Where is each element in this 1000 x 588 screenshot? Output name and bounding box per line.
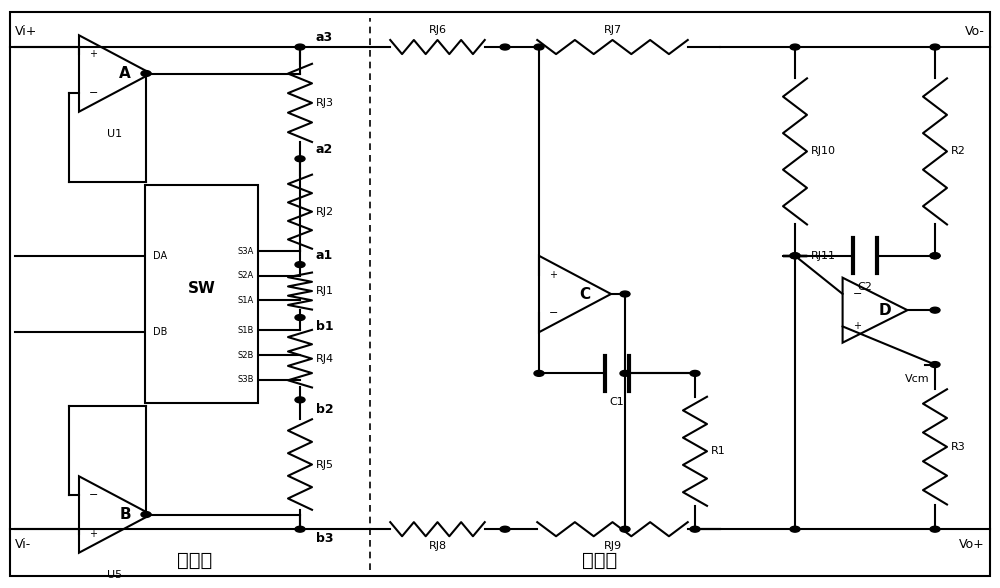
Text: +: +	[853, 322, 861, 332]
Circle shape	[295, 262, 305, 268]
Text: RJ10: RJ10	[811, 146, 836, 156]
Bar	[145, 185, 258, 403]
Circle shape	[295, 397, 305, 403]
Text: RJ8: RJ8	[428, 541, 447, 551]
Circle shape	[790, 526, 800, 532]
Text: C1: C1	[610, 397, 624, 407]
Text: b1: b1	[316, 320, 334, 333]
Text: −: −	[89, 88, 98, 98]
Text: −: −	[853, 289, 862, 299]
Text: RJ6: RJ6	[428, 25, 446, 35]
Text: S3A: S3A	[238, 246, 254, 256]
Text: SW: SW	[188, 280, 215, 296]
Text: +: +	[89, 529, 97, 539]
Text: R2: R2	[951, 146, 966, 156]
Text: S1A: S1A	[238, 296, 254, 305]
Text: RJ11: RJ11	[811, 250, 836, 261]
Text: 第一级: 第一级	[177, 552, 213, 570]
Text: 第二级: 第二级	[582, 552, 618, 570]
Text: R3: R3	[951, 442, 966, 452]
Circle shape	[620, 370, 630, 376]
Text: RJ2: RJ2	[316, 206, 334, 217]
Circle shape	[620, 291, 630, 297]
Text: S2A: S2A	[238, 271, 254, 280]
Text: b2: b2	[316, 403, 334, 416]
Text: a1: a1	[316, 249, 333, 262]
Text: B: B	[119, 507, 131, 522]
Circle shape	[690, 526, 700, 532]
Text: a3: a3	[316, 31, 333, 44]
Text: DB: DB	[153, 327, 167, 338]
Circle shape	[141, 71, 151, 76]
Text: A: A	[119, 66, 131, 81]
Text: −: −	[549, 308, 558, 318]
Text: Vo-: Vo-	[965, 25, 985, 38]
Text: RJ9: RJ9	[603, 541, 622, 551]
Text: Vi-: Vi-	[15, 538, 31, 551]
Circle shape	[620, 526, 630, 532]
Circle shape	[790, 253, 800, 259]
Text: DA: DA	[153, 250, 167, 261]
Circle shape	[534, 370, 544, 376]
Text: C: C	[579, 286, 591, 302]
Circle shape	[790, 253, 800, 259]
Circle shape	[930, 44, 940, 50]
Text: RJ4: RJ4	[316, 353, 334, 364]
Text: D: D	[879, 303, 891, 318]
Text: RJ7: RJ7	[603, 25, 622, 35]
Circle shape	[295, 315, 305, 320]
Circle shape	[295, 526, 305, 532]
Circle shape	[534, 44, 544, 50]
Circle shape	[500, 526, 510, 532]
Text: RJ3: RJ3	[316, 98, 334, 108]
Circle shape	[500, 44, 510, 50]
Text: U1: U1	[107, 129, 123, 139]
Text: RJ1: RJ1	[316, 286, 334, 296]
Circle shape	[141, 512, 151, 517]
Text: +: +	[89, 49, 97, 59]
Circle shape	[930, 526, 940, 532]
Text: b3: b3	[316, 532, 334, 545]
Text: R1: R1	[711, 446, 726, 456]
Text: a2: a2	[316, 143, 333, 156]
Text: Vcm: Vcm	[905, 374, 930, 385]
Circle shape	[295, 156, 305, 162]
Text: RJ5: RJ5	[316, 459, 334, 470]
Circle shape	[930, 308, 940, 313]
Circle shape	[690, 370, 700, 376]
Text: Vi+: Vi+	[15, 25, 37, 38]
Text: −: −	[89, 490, 98, 500]
Text: S2B: S2B	[238, 350, 254, 360]
Text: Vo+: Vo+	[959, 538, 985, 551]
Text: S1B: S1B	[238, 326, 254, 335]
Circle shape	[295, 44, 305, 50]
Circle shape	[930, 253, 940, 259]
Text: S3B: S3B	[238, 375, 254, 385]
Text: U5: U5	[107, 570, 123, 580]
Circle shape	[790, 44, 800, 50]
Circle shape	[930, 253, 940, 259]
Circle shape	[930, 362, 940, 368]
Text: +: +	[549, 270, 557, 280]
Text: C2: C2	[858, 282, 872, 292]
